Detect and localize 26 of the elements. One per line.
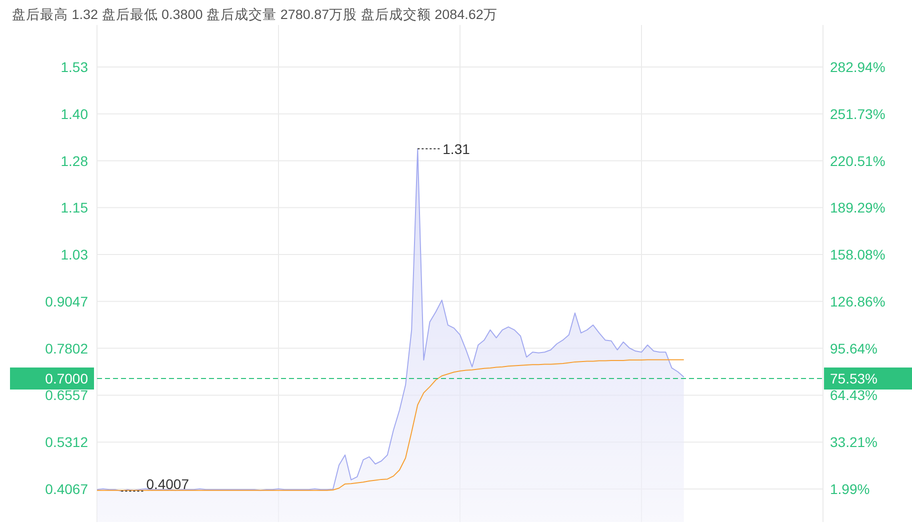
y-tick-label: 0.7802 [45,340,88,356]
y-tick-label: 1.53 [60,58,88,75]
y2-tick-label: 282.94% [830,58,886,75]
y2-tick-label: 1.99% [830,480,870,497]
y2-tick-label: 189.29% [830,200,886,216]
y-tick-label: 1.15 [60,200,88,216]
ref-line-label: 0.7000 [45,370,88,387]
line-series [96,359,684,491]
y2-tick-label: 126.86% [830,293,886,310]
y-tick-label: 1.03 [60,246,88,263]
y2-tick-label: 95.64% [830,340,878,356]
text: 75.53% [830,370,878,387]
y-tick-label: 0.5312 [45,434,88,450]
y2-tick-label: 158.08% [830,246,886,263]
annotation: 1.31 [442,140,470,157]
chart-title: 盘后最高 1.32 盘后最低 0.3800 盘后成交量 2780.87万股 盘后成交额 2084.62万 [12,7,498,22]
y-tick-label: 0.9047 [45,293,88,310]
y-tick-label: 1.40 [60,106,88,122]
y2-tick-label: 251.73% [830,106,886,122]
y2-tick-label: 33.21% [830,434,878,450]
y-tick-label: 0.4067 [45,480,88,497]
y2-tick-label: 64.43% [830,387,878,404]
y2-tick-label: 220.51% [830,152,886,169]
annotation: 0.4007 [146,476,190,492]
y-tick-label: 1.28 [60,152,88,169]
y-tick-label: 0.6557 [45,387,88,404]
